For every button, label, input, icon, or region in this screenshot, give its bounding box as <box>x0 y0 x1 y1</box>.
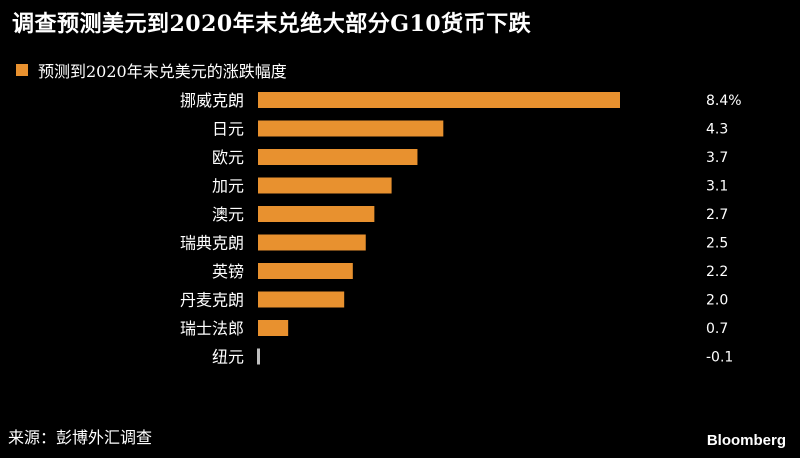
value-label: 0.7 <box>706 321 728 337</box>
value-label: -0.1 <box>706 350 733 366</box>
category-label: 澳元 <box>212 205 244 224</box>
bar <box>258 206 375 222</box>
legend-swatch <box>16 64 28 76</box>
category-label: 加元 <box>212 177 244 196</box>
bar <box>258 149 418 165</box>
bar <box>258 291 345 308</box>
value-label: 2.7 <box>706 207 728 223</box>
bloomberg-logo: Bloomberg <box>706 432 786 449</box>
category-label: 欧元 <box>212 148 244 167</box>
category-label: 挪威克朗 <box>180 91 244 110</box>
bar <box>258 320 289 336</box>
bar <box>258 92 620 108</box>
chart-title: 调查预测美元到2020年末兑绝大部分G10货币下跌 <box>12 11 532 37</box>
value-label: 2.0 <box>706 293 728 309</box>
value-label: 2.2 <box>706 264 728 280</box>
category-label: 英镑 <box>212 262 244 281</box>
value-label: 3.1 <box>706 179 728 195</box>
category-label: 日元 <box>212 120 244 139</box>
bar <box>257 348 260 365</box>
bar <box>258 263 353 279</box>
value-label: 2.5 <box>706 236 728 252</box>
category-label: 纽元 <box>212 348 244 367</box>
category-label: 瑞士法郎 <box>180 319 244 338</box>
category-label: 丹麦克朗 <box>180 291 244 310</box>
legend: 预测到2020年末兑美元的涨跌幅度 <box>16 58 287 82</box>
bar <box>258 177 392 194</box>
value-label: 3.7 <box>706 150 728 166</box>
value-label: 8.4% <box>706 93 742 109</box>
legend-label: 预测到2020年末兑美元的涨跌幅度 <box>38 62 287 81</box>
source-note: 来源：彭博外汇调查 <box>8 428 153 447</box>
category-label: 瑞典克朗 <box>180 234 244 253</box>
bar <box>258 234 366 251</box>
value-label: 4.3 <box>706 122 728 138</box>
bar <box>258 120 444 137</box>
